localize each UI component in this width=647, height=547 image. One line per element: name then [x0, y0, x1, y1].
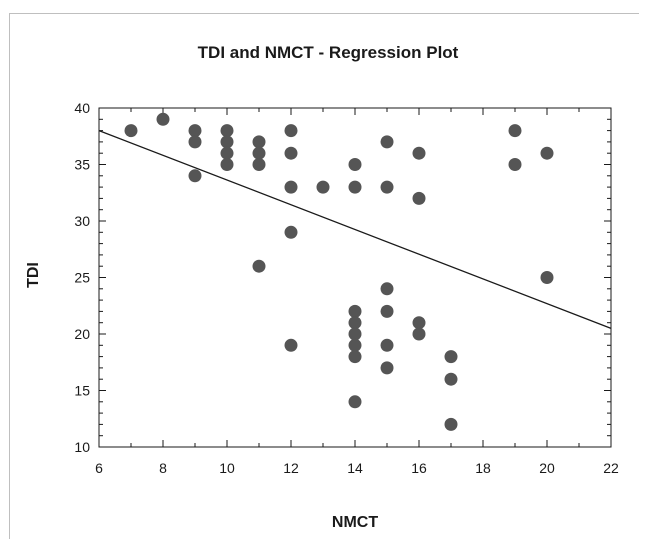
data-points	[124, 112, 554, 431]
x-tick-label: 6	[95, 460, 103, 476]
x-tick-label: 16	[411, 460, 427, 476]
data-point	[380, 282, 394, 296]
data-point	[348, 338, 362, 352]
data-point	[188, 124, 202, 138]
y-tick-label: 35	[74, 157, 90, 173]
data-point	[348, 304, 362, 318]
y-tick-label: 40	[74, 100, 90, 116]
regression-line-layer	[98, 129, 612, 329]
data-point	[156, 112, 170, 126]
data-point	[444, 417, 458, 431]
y-tick-label: 15	[74, 383, 90, 399]
x-tick-label: 12	[283, 460, 299, 476]
x-tick-label: 22	[603, 460, 619, 476]
data-point	[540, 146, 554, 160]
data-point	[284, 124, 298, 138]
data-point	[252, 146, 266, 160]
y-axis-title: TDI	[25, 262, 42, 288]
data-point	[444, 350, 458, 364]
regression-line	[98, 129, 612, 329]
data-point	[284, 180, 298, 194]
data-point	[124, 124, 138, 138]
x-tick-label: 20	[539, 460, 555, 476]
data-point	[540, 271, 554, 284]
x-tick-label: 8	[159, 460, 167, 476]
data-point	[316, 180, 330, 194]
axis-ticks	[98, 107, 612, 448]
data-point	[412, 146, 426, 160]
data-point	[508, 124, 522, 138]
data-point	[380, 361, 394, 375]
data-point	[444, 372, 458, 386]
data-point	[380, 135, 394, 149]
data-point	[220, 135, 234, 149]
y-tick-label: 25	[74, 270, 90, 286]
data-point	[380, 180, 394, 194]
x-tick-label: 14	[347, 460, 363, 476]
data-point	[348, 327, 362, 341]
data-point	[188, 169, 202, 183]
axis-tick-labels: 6 8 10 12 14 16 18 20 22 10 15 20 25 30 35 40	[74, 100, 619, 476]
data-point	[348, 350, 362, 364]
y-tick-label: 30	[74, 213, 90, 229]
y-tick-label: 20	[74, 326, 90, 342]
data-point	[220, 124, 234, 138]
data-point	[284, 225, 298, 239]
chart-title: TDI and NMCT - Regression Plot	[198, 43, 459, 62]
data-point	[220, 146, 234, 160]
chart-frame	[9, 13, 639, 539]
data-point	[252, 135, 266, 149]
data-point	[220, 158, 234, 171]
data-point	[284, 338, 298, 352]
y-tick-label: 10	[74, 439, 90, 455]
data-point	[348, 158, 362, 171]
data-point	[284, 146, 298, 160]
x-tick-label: 10	[219, 460, 235, 476]
data-point	[508, 158, 522, 171]
data-point	[252, 158, 266, 171]
data-point	[348, 180, 362, 194]
data-point	[380, 304, 394, 318]
data-point	[412, 191, 426, 205]
data-point	[348, 395, 362, 409]
data-point	[348, 316, 362, 330]
data-point	[412, 316, 426, 330]
data-point	[380, 338, 394, 352]
data-point	[252, 259, 266, 273]
data-point	[188, 135, 202, 149]
x-tick-label: 18	[475, 460, 491, 476]
x-axis-title: NMCT	[332, 514, 378, 531]
data-point	[412, 327, 426, 341]
